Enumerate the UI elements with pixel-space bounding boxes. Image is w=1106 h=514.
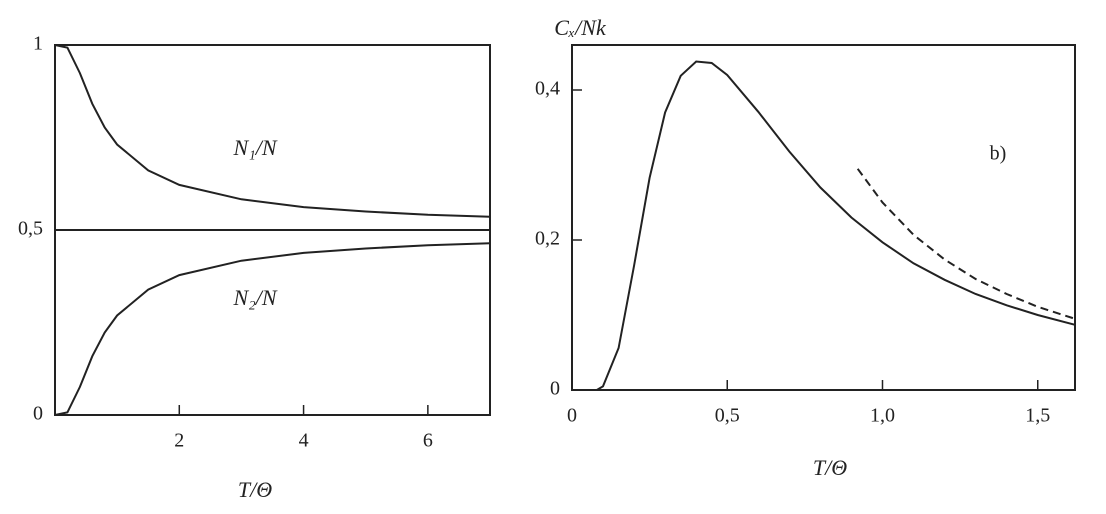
y-tick-label: 0,2 [535, 228, 560, 250]
y-tick-label: 1 [33, 33, 43, 55]
data-line [54, 44, 491, 218]
x-axis-label: T/Θ [813, 455, 847, 480]
x-axis-label: T/Θ [238, 477, 272, 502]
x-tick-label: 1,5 [1025, 405, 1050, 427]
plot-frame [571, 44, 1076, 391]
data-line [856, 168, 1076, 320]
x-tick-label: 2 [174, 430, 184, 452]
y-tick-label: 0 [550, 378, 560, 400]
y-axis-label: Cₓ/Nk [554, 15, 607, 40]
data-line [596, 60, 1076, 391]
x-tick-label: 6 [423, 430, 433, 452]
y-tick-label: 0 [33, 403, 43, 425]
data-line [54, 242, 491, 416]
series-label: N₁/N [232, 135, 277, 160]
y-tick-label: 0,4 [535, 78, 560, 100]
annotation: b) [990, 143, 1007, 165]
x-tick-label: 1,0 [870, 405, 895, 427]
x-tick-label: 4 [299, 430, 309, 452]
x-tick-label: 0,5 [715, 405, 740, 427]
y-tick-label: 0,5 [18, 218, 43, 240]
x-tick-label: 0 [567, 405, 577, 427]
series-label: N₂/N [232, 285, 277, 310]
